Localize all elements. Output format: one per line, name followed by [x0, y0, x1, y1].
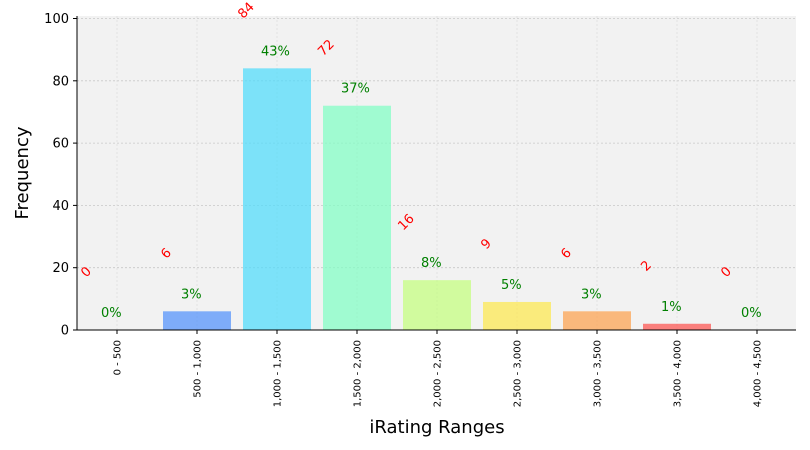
bar-percent-label: 43%: [261, 44, 290, 59]
y-tick-label: 100: [44, 12, 69, 27]
x-tick-label: 4,000 - 4,500: [753, 340, 764, 407]
bar-percent-label: 1%: [661, 300, 682, 315]
x-tick-label: 0 - 500: [113, 340, 124, 375]
bar: [243, 68, 311, 330]
x-axis-title: iRating Ranges: [369, 417, 504, 438]
x-tick-label: 3,500 - 4,000: [673, 340, 684, 407]
bar-percent-label: 37%: [341, 82, 370, 97]
bar-percent-label: 5%: [501, 278, 522, 293]
bar: [643, 323, 711, 330]
bar-percent-label: 0%: [101, 306, 122, 321]
x-tick-label: 1,000 - 1,500: [273, 340, 284, 407]
bars: [163, 68, 711, 330]
bar: [163, 311, 231, 330]
bar: [483, 301, 551, 330]
x-tick-label: 1,500 - 2,000: [353, 340, 364, 407]
x-tick-label: 2,500 - 3,000: [513, 340, 524, 407]
bar: [403, 280, 471, 330]
bar-percent-label: 3%: [581, 287, 602, 302]
x-tick-label: 500 - 1,000: [193, 340, 204, 398]
y-axis-title: Frequency: [12, 126, 33, 219]
y-tick-label: 20: [52, 261, 69, 276]
x-tick-label: 3,000 - 3,500: [593, 340, 604, 407]
bar-percent-label: 0%: [741, 306, 762, 321]
bar-percent-label: 3%: [181, 287, 202, 302]
bar-percent-label: 8%: [421, 256, 442, 271]
x-ticks: 0 - 500 500 - 1,000 1,000 - 1,500 1,500 - 2…: [113, 330, 764, 407]
bar: [563, 311, 631, 330]
bar: [323, 105, 391, 330]
y-tick-label: 40: [52, 199, 69, 214]
y-ticks: 0 20 40 60 80 100: [44, 12, 77, 339]
y-tick-label: 80: [52, 74, 69, 89]
x-tick-label: 2,000 - 2,500: [433, 340, 444, 407]
y-tick-label: 0: [61, 324, 69, 339]
y-tick-label: 60: [52, 137, 69, 152]
